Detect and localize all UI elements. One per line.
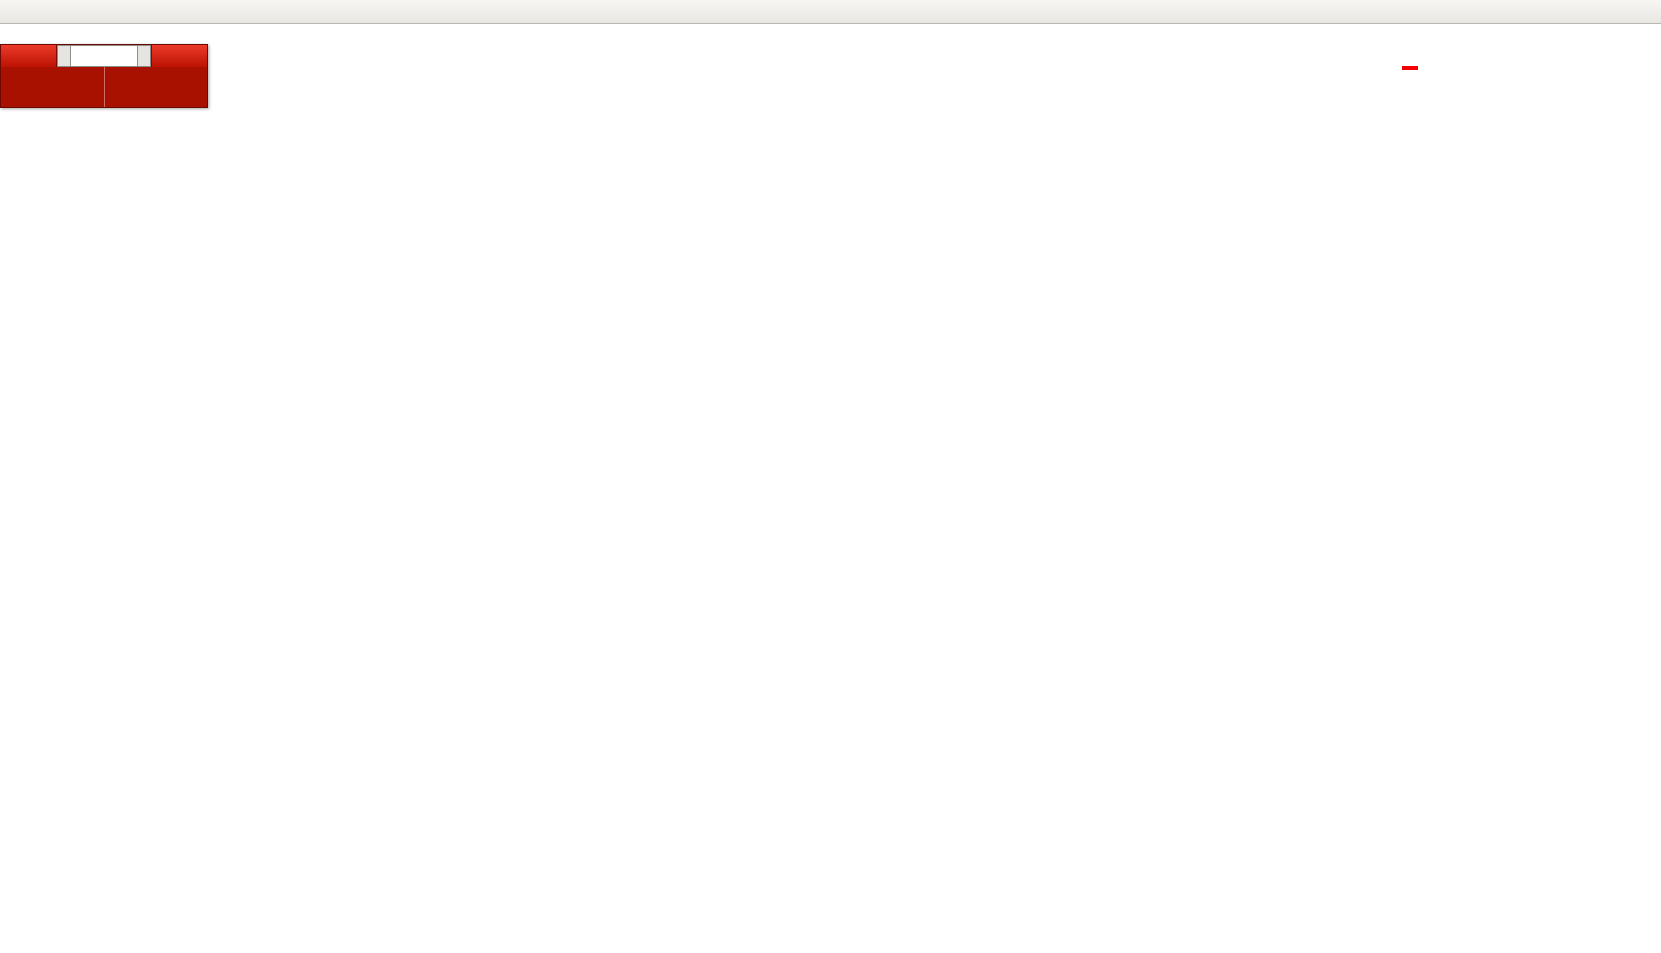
volume-input[interactable]: [71, 45, 137, 67]
price-level-tag[interactable]: [1402, 66, 1418, 70]
sell-button[interactable]: [1, 45, 57, 67]
volume-decrease-button[interactable]: [57, 45, 71, 67]
volume-increase-button[interactable]: [137, 45, 151, 67]
chart-canvas[interactable]: [0, 24, 1661, 948]
buy-button[interactable]: [151, 45, 207, 67]
chart-area[interactable]: [0, 24, 1661, 948]
buy-price[interactable]: [105, 67, 208, 107]
one-click-trading-panel: [0, 44, 208, 108]
main-toolbar: [0, 0, 1661, 24]
sell-price[interactable]: [1, 67, 105, 107]
